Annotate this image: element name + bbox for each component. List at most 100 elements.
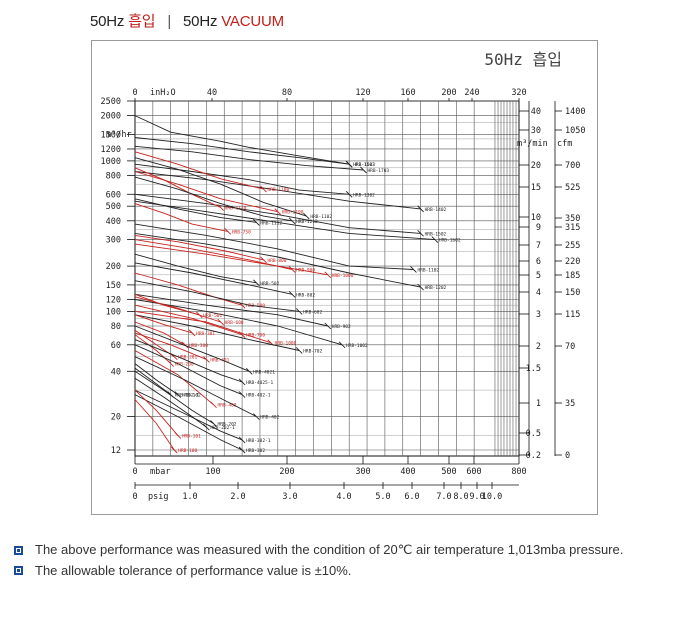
series-line xyxy=(134,356,257,418)
series-end-mark xyxy=(224,228,232,235)
right-axis-1-tick-label: 4 xyxy=(536,288,541,298)
series-label: HRB-300 xyxy=(189,343,208,349)
series-label: HRB-1202 xyxy=(425,285,447,291)
series-end-mark xyxy=(324,271,332,279)
bottom-axis-1-tick-label: 200 xyxy=(279,467,294,477)
series-label: HRB-402 xyxy=(260,415,279,421)
header-korean-title: 흡입 xyxy=(128,13,156,30)
series-line xyxy=(134,234,264,261)
right-axis-1-tick-label: 30 xyxy=(531,126,541,136)
series-line xyxy=(134,137,350,165)
bottom-axis-2-tick-label: 4.0 xyxy=(336,492,351,502)
series-label: HRB-700 xyxy=(246,333,265,339)
series-line xyxy=(134,163,350,195)
series-line xyxy=(134,193,421,234)
right-axis-2-tick-label: 185 xyxy=(565,271,580,281)
series-label: HRB-1102 xyxy=(417,267,439,273)
series-label: HRB-1000 xyxy=(275,341,297,347)
right-axis-2-tick-label: 70 xyxy=(565,342,575,352)
series-line xyxy=(134,262,293,295)
left-axis-tick-label: 800 xyxy=(106,171,121,181)
series-line xyxy=(134,167,221,208)
right-axis-2-tick-label: 1050 xyxy=(565,126,585,136)
series-label: HRB-1102 xyxy=(310,214,332,220)
series-end-mark xyxy=(238,446,246,454)
left-axis-tick-label: 40 xyxy=(111,367,121,377)
header-hz-right: 50Hz xyxy=(183,13,218,30)
right-axis-2-tick-label: 700 xyxy=(565,161,580,171)
series-end-mark xyxy=(210,420,217,427)
series-label: HRB-102-1 xyxy=(175,393,200,399)
series-end-mark xyxy=(210,401,217,409)
series-label: HRB-1503 xyxy=(353,162,375,168)
series-line xyxy=(134,389,243,441)
right-axis-2-tick-label: 115 xyxy=(565,310,580,320)
top-axis-tick-label: 80 xyxy=(282,88,292,98)
series-line xyxy=(134,243,328,276)
series-end-mark xyxy=(245,367,253,375)
series-label: HRB-600 xyxy=(225,320,244,326)
series-end-mark xyxy=(253,279,260,287)
series-label: HRB-1212 xyxy=(296,219,318,225)
series-line xyxy=(134,239,293,270)
series-end-mark xyxy=(174,432,182,439)
header-hz-left: 50Hz xyxy=(90,13,125,30)
series-end-mark xyxy=(288,290,296,298)
series-end-mark xyxy=(417,230,424,237)
series-line xyxy=(134,310,271,344)
series-end-mark xyxy=(260,185,267,193)
note-item: The above performance was measured with … xyxy=(14,540,623,560)
series-line xyxy=(134,332,207,360)
series-label: HRB-800 xyxy=(268,258,287,264)
series-line xyxy=(134,339,243,383)
series-end-mark xyxy=(253,413,260,420)
right-axis-1-tick-label: 6 xyxy=(536,257,541,267)
right-axis-2-tick-label: 1400 xyxy=(565,107,585,117)
series-end-mark xyxy=(295,347,303,354)
series-line xyxy=(134,389,179,436)
top-axis-tick-label: 320 xyxy=(511,88,526,98)
header-vacuum-title: VACUUM xyxy=(221,13,284,30)
right-axis-2-tick-label: 150 xyxy=(565,288,580,298)
series-label: HRB-902 xyxy=(332,324,351,330)
bottom-axis-1-tick-label: 300 xyxy=(355,467,370,477)
series-line xyxy=(134,321,186,346)
series-label: HRB-1602 xyxy=(439,238,461,244)
series-line xyxy=(134,171,278,213)
left-axis-tick-label: 500 xyxy=(106,202,121,212)
bottom-axis-1-tick-label: 800 xyxy=(511,467,526,477)
performance-chart: 50Hz 흡입250020001500120010008006005004003… xyxy=(101,50,586,502)
series-end-mark xyxy=(417,283,424,291)
right-axis-1-tick-label: 5 xyxy=(536,271,541,281)
series-end-mark xyxy=(360,166,367,174)
series-end-mark xyxy=(167,360,175,367)
plot-border xyxy=(134,100,520,457)
right-axis-1-tick-label: 1 xyxy=(536,399,541,409)
series-label: HRB-802 xyxy=(296,292,315,298)
series-label: HRB-301 xyxy=(196,331,215,337)
right-axis-1-tick-label: 2 xyxy=(536,342,541,352)
bottom-axis-2-label: psig xyxy=(148,492,168,502)
series-label: HRB-501 xyxy=(203,313,222,319)
right-axis-2-tick-label: 525 xyxy=(565,183,580,193)
series-end-mark xyxy=(417,205,424,213)
series-label: HRB-1703 xyxy=(367,168,389,174)
series-label: HRB-100 xyxy=(178,448,197,454)
bottom-axis-1-label: mbar xyxy=(150,467,170,477)
series-line xyxy=(134,367,171,395)
bottom-axis-1-tick-label: 500 xyxy=(441,467,456,477)
series-end-mark xyxy=(260,256,267,264)
left-axis-tick-label: 2000 xyxy=(101,112,121,122)
series-line xyxy=(134,314,193,334)
bottom-axis-1-tick-label: 100 xyxy=(205,467,220,477)
series-label: HRB-1302 xyxy=(353,192,375,198)
series-line xyxy=(134,232,421,288)
chart-title: 50Hz 흡입 xyxy=(484,50,562,69)
series-end-mark xyxy=(203,423,210,431)
series-line xyxy=(134,198,257,223)
chart-frame: 50Hz 흡입 2500 2000 1500 1200 1000 800 600 500 400 3… xyxy=(91,40,598,515)
series-label: HRB-200 xyxy=(175,362,194,368)
series-end-mark xyxy=(238,436,246,444)
series-end-mark xyxy=(174,391,182,398)
series-end-mark xyxy=(253,219,260,226)
